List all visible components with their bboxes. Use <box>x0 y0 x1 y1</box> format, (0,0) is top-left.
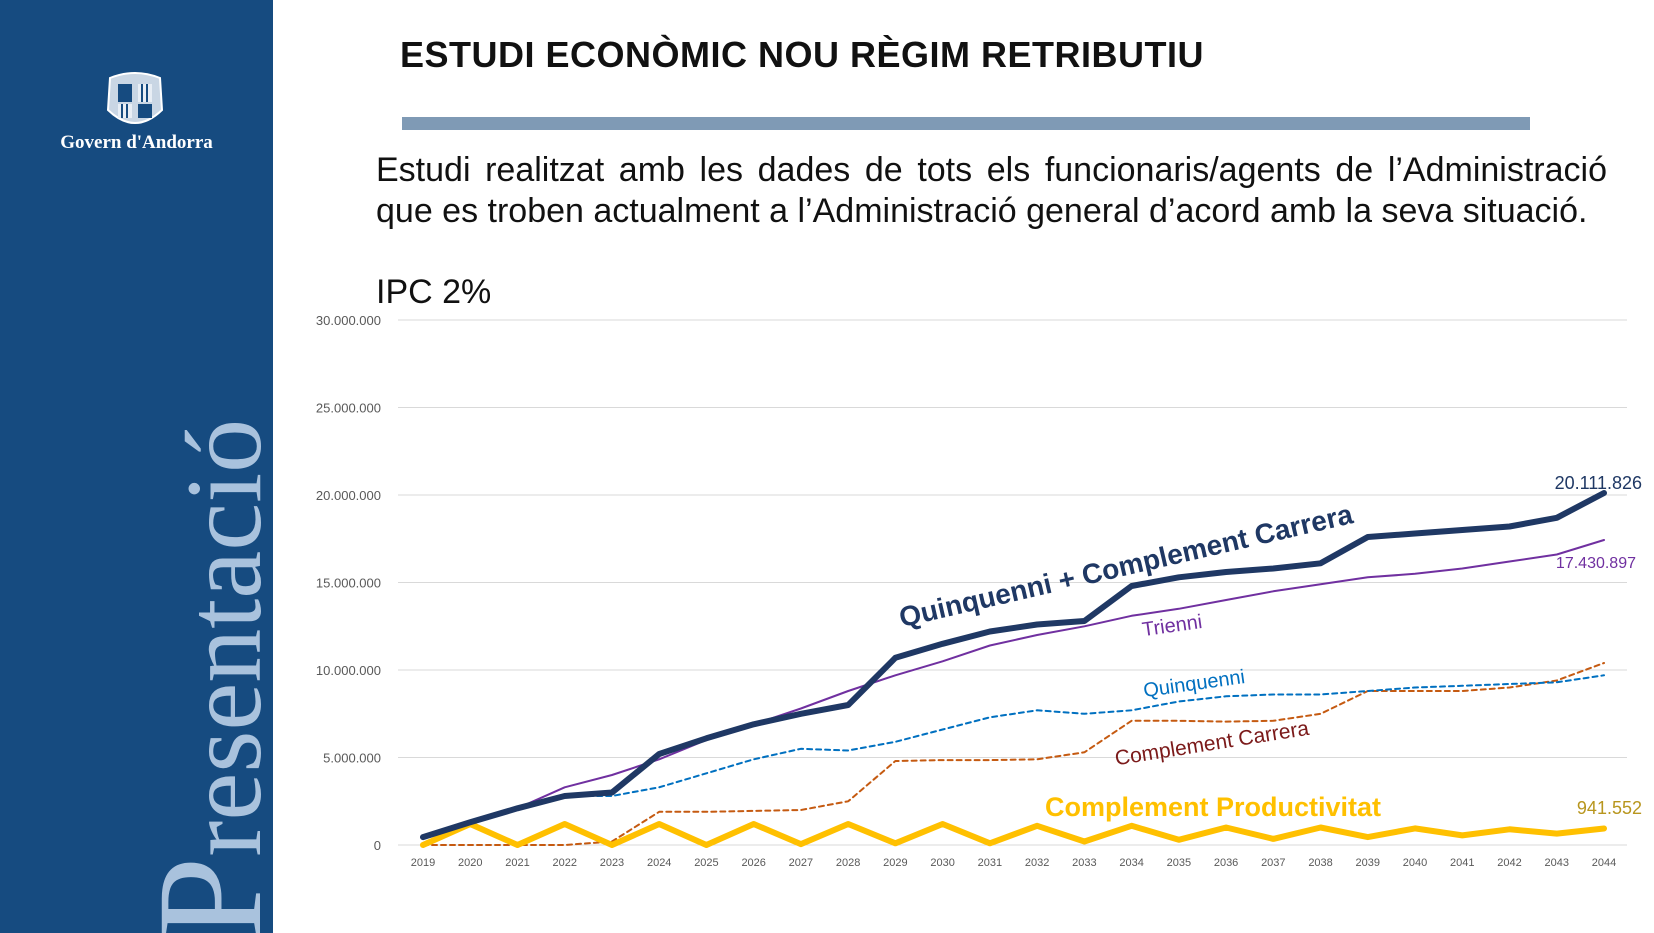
series-line-quinquenni <box>422 674 1605 839</box>
y-tick-label: 20.000.000 <box>316 488 381 503</box>
series-label-productivitat: Complement Productivitat <box>1045 792 1381 822</box>
x-tick-label: 2039 <box>1356 857 1380 869</box>
x-tick-label: 2023 <box>600 857 624 869</box>
x-tick-label: 2020 <box>458 857 482 869</box>
x-tick-label: 2022 <box>552 857 576 869</box>
x-tick-label: 2025 <box>694 857 718 869</box>
y-tick-label: 15.000.000 <box>316 576 381 591</box>
series-label-trienni: Trienni <box>1141 611 1204 641</box>
x-tick-label: 2036 <box>1214 857 1238 869</box>
andorra-coat-of-arms-icon <box>106 72 164 124</box>
end-value-label-total: 20.111.826 <box>1555 473 1642 493</box>
y-tick-label: 10.000.000 <box>316 663 381 678</box>
series-label-quinquenni: Quinquenni <box>1142 666 1246 702</box>
series-line-total <box>420 490 1607 841</box>
ipc-note: IPC 2% <box>376 273 492 311</box>
y-tick-label: 5.000.000 <box>323 751 381 766</box>
sidebar: Govern d'Andorra Presentació <box>0 0 273 933</box>
x-tick-label: 2026 <box>741 857 765 869</box>
description-paragraph: Estudi realitzat amb les dades de tots e… <box>376 151 1607 230</box>
end-value-label-trienni: 17.430.897 <box>1556 555 1636 572</box>
x-tick-label: 2031 <box>978 857 1002 869</box>
x-tick-label: 2043 <box>1545 857 1569 869</box>
series-label-carrera: Complement Carrera <box>1113 717 1311 770</box>
x-tick-label: 2034 <box>1119 857 1143 869</box>
x-tick-label: 2028 <box>836 857 860 869</box>
title-divider <box>402 117 1530 130</box>
x-tick-label: 2041 <box>1450 857 1474 869</box>
y-tick-label: 25.000.000 <box>316 401 381 416</box>
x-tick-label: 2035 <box>1167 857 1191 869</box>
series-line-trienni <box>422 539 1605 839</box>
x-tick-label: 2042 <box>1497 857 1521 869</box>
x-tick-label: 2044 <box>1592 857 1616 869</box>
x-tick-label: 2033 <box>1072 857 1096 869</box>
organization-name: Govern d'Andorra <box>60 132 213 153</box>
x-tick-label: 2027 <box>789 857 813 869</box>
y-tick-label: 30.000.000 <box>316 313 381 328</box>
series-line-carrera <box>422 662 1605 846</box>
x-tick-label: 2030 <box>930 857 954 869</box>
x-tick-label: 2024 <box>647 857 671 869</box>
x-tick-label: 2040 <box>1403 857 1427 869</box>
x-tick-label: 2029 <box>883 857 907 869</box>
x-tick-label: 2038 <box>1308 857 1332 869</box>
x-tick-label: 2032 <box>1025 857 1049 869</box>
x-tick-label: 2019 <box>411 857 435 869</box>
x-tick-label: 2021 <box>505 857 529 869</box>
slide-title: ESTUDI ECONÒMIC NOU RÈGIM RETRIBUTIU <box>400 34 1205 75</box>
y-tick-label: 0 <box>374 838 381 853</box>
end-value-label-productivitat: 941.552 <box>1577 798 1642 818</box>
series-line-productivitat <box>420 821 1607 848</box>
x-tick-label: 2037 <box>1261 857 1285 869</box>
